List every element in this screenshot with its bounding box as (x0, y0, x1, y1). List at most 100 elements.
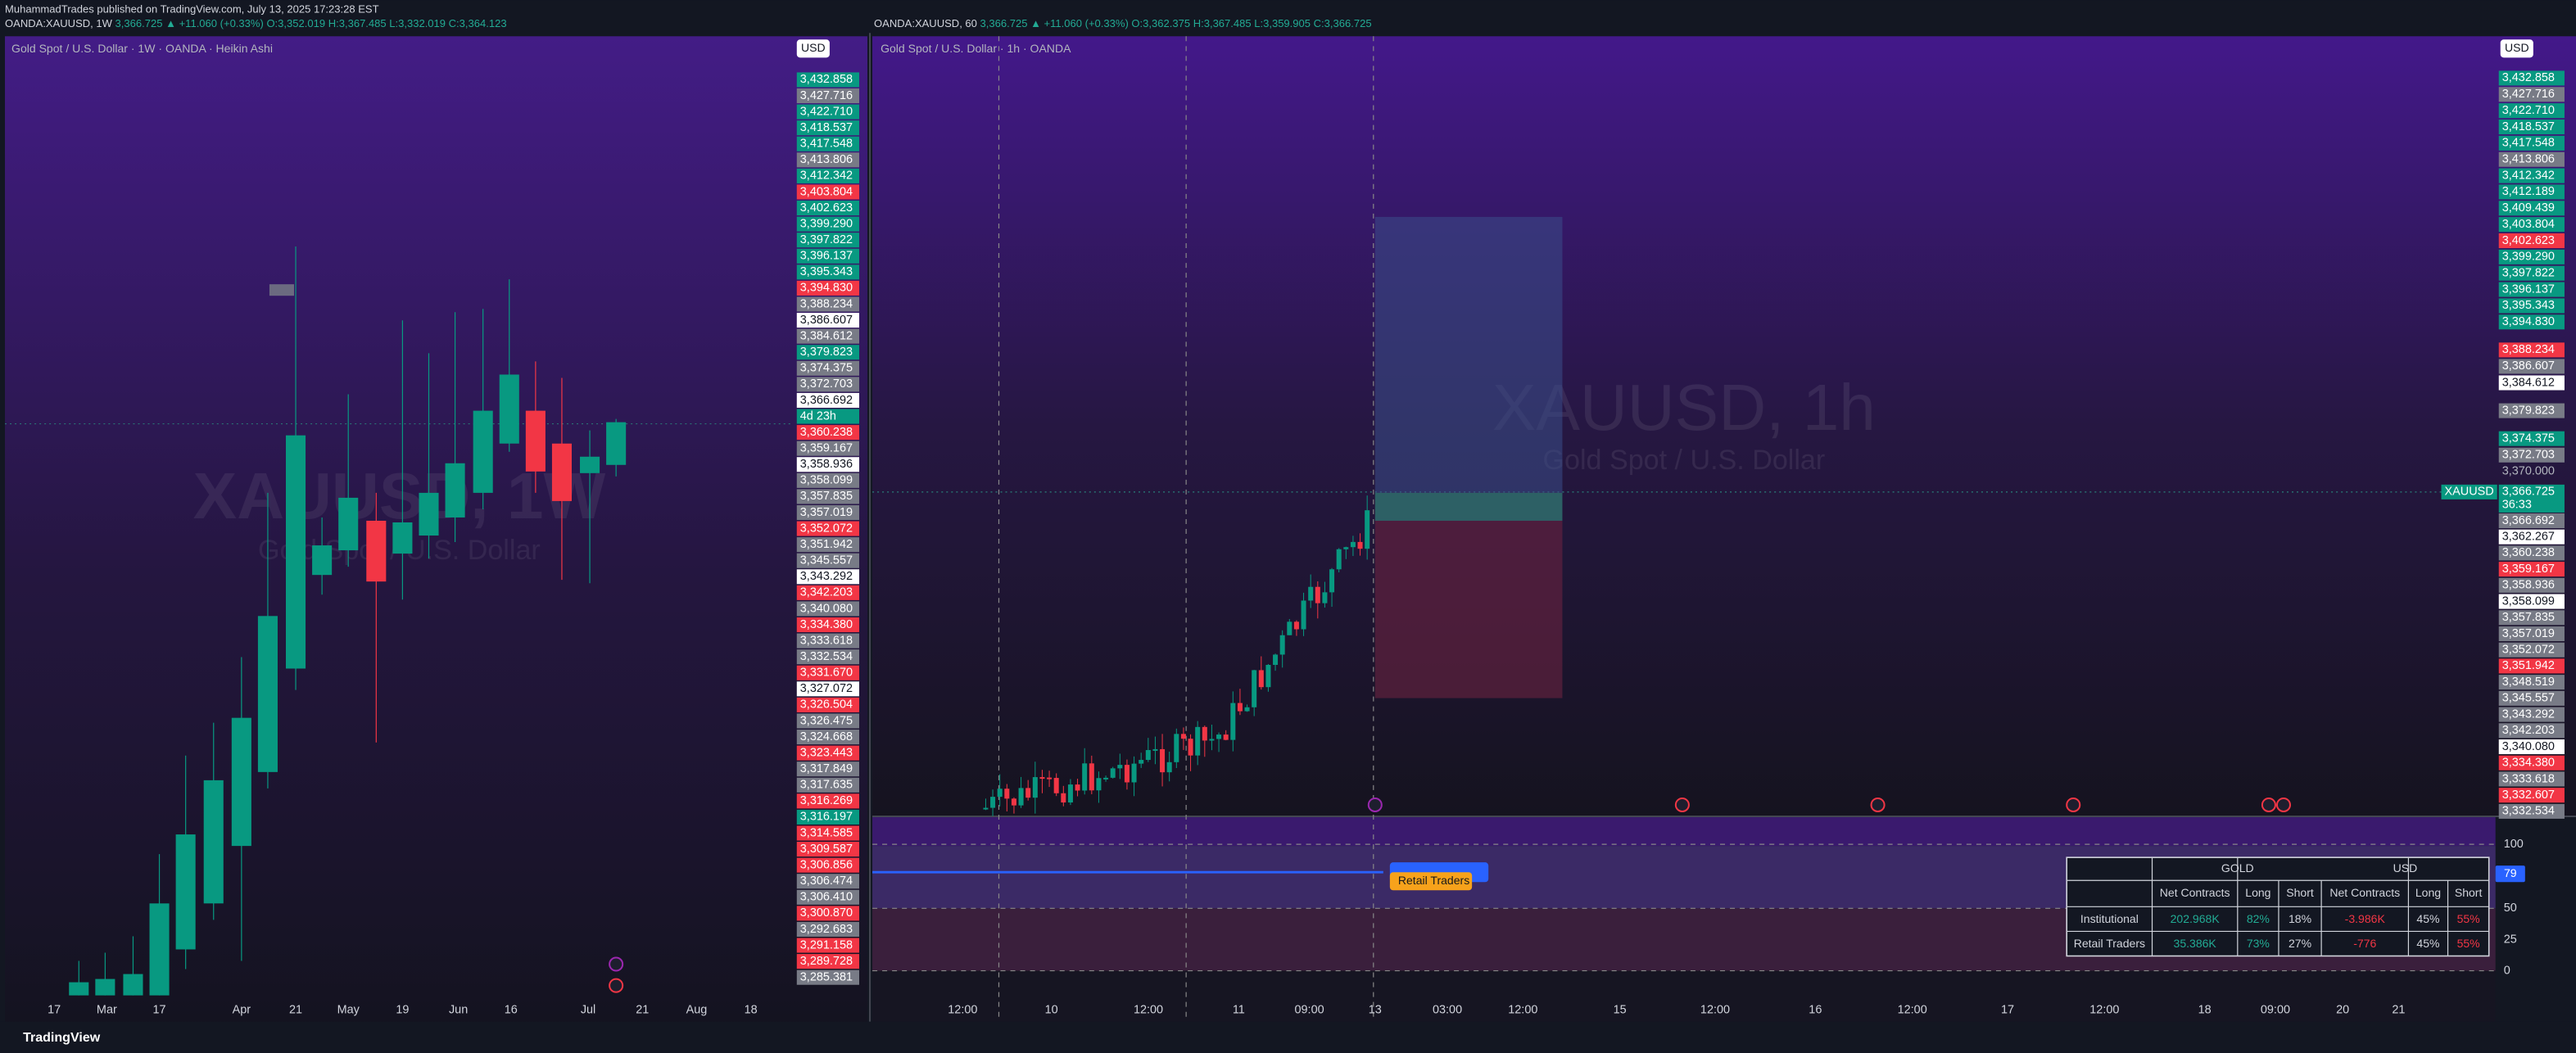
price-label-bg (2498, 168, 2565, 183)
candle (1244, 707, 1250, 712)
legend-item: 3,366.725 (115, 18, 163, 30)
table-cell: 18% (2289, 912, 2311, 925)
price-label: 3,357.835 (800, 490, 853, 503)
time-label: Aug (686, 1004, 708, 1017)
price-label: 3,342.203 (800, 586, 853, 599)
price-label: 3,333.618 (800, 634, 853, 647)
hourly-candles (983, 495, 1370, 816)
candle (1265, 665, 1271, 688)
candle (445, 463, 465, 517)
time-label: 12:00 (2089, 1004, 2119, 1017)
oscillator-bottom (872, 970, 2496, 1022)
table-cell: Long (2415, 886, 2441, 899)
price-label-bg (796, 954, 860, 969)
candle (1336, 549, 1342, 570)
candle (1139, 760, 1144, 764)
price-label-bg (796, 617, 860, 633)
candle (1166, 762, 1172, 773)
time-label: 09:00 (2261, 1004, 2290, 1017)
price-label-bg (796, 633, 860, 649)
candle (1053, 778, 1059, 793)
time-label: 13 (1369, 1004, 1382, 1017)
legend-item: OANDA:XAUUSD, 60 (874, 18, 977, 30)
osc-axis-label: 50 (2504, 902, 2517, 915)
event-icon (2066, 797, 2081, 812)
price-label-bg (796, 777, 860, 793)
price-label-bg (2498, 675, 2565, 690)
table-cell: Short (2455, 886, 2483, 899)
price-label: 3,403.804 (800, 185, 853, 198)
price-label: 3,332.534 (800, 650, 853, 663)
price-label-bg (2498, 151, 2565, 167)
price-label: 3,418.537 (800, 121, 853, 134)
legend-item: H:3,367.485 (1193, 18, 1252, 30)
table-cell: -776 (2353, 937, 2376, 950)
price-label: 3,342.203 (2502, 724, 2555, 737)
candle (95, 978, 115, 996)
price-label-bg (796, 921, 860, 937)
time-label: 17 (2001, 1004, 2014, 1017)
price-label: 3,396.137 (2502, 282, 2555, 296)
brand: TradingView (23, 1030, 101, 1045)
candle (1357, 541, 1363, 549)
price-label: 3,366.692 (800, 394, 853, 407)
price-label-bg (2498, 375, 2565, 391)
price-label-bg (2498, 184, 2565, 200)
legend-item: L:3,359.905 (1254, 18, 1311, 30)
price-label-bg (796, 264, 860, 280)
price-label: 3,316.197 (800, 811, 853, 824)
price-label-bg (2498, 658, 2565, 674)
price-label-bg (796, 472, 860, 488)
time-label: 19 (396, 1004, 409, 1017)
publisher: MuhammadTrades published on TradingView.… (5, 3, 379, 16)
grid (872, 36, 2496, 1022)
last-price-bg (2441, 484, 2497, 499)
price-label-bg (2498, 201, 2565, 216)
price-label-bg (2498, 642, 2565, 658)
price-label: 3,397.822 (800, 233, 853, 246)
price-label-bg (2498, 342, 2565, 358)
candle (203, 780, 224, 904)
price-label: 3,326.504 (800, 698, 853, 712)
candle (1025, 788, 1031, 798)
price-label-bg (2498, 249, 2565, 264)
price-label-bg (796, 409, 860, 424)
price-label-bg (796, 168, 860, 183)
price-label: 3,402.623 (800, 201, 853, 215)
candle (392, 522, 413, 554)
price-label-bg (796, 152, 860, 168)
price-label-bg (796, 88, 860, 104)
candle (1188, 739, 1193, 756)
osc-value: 79 (2504, 866, 2517, 879)
event-icon (1674, 797, 1690, 812)
table-cell: Net Contracts (2329, 886, 2400, 899)
time-label: 12:00 (1700, 1004, 1730, 1017)
candle (525, 410, 546, 472)
price-label: 3,417.548 (2502, 137, 2555, 150)
osc-value-bg (2495, 865, 2525, 883)
event-icon (1870, 797, 1886, 812)
price-label: 3,300.870 (800, 906, 853, 920)
candle (257, 616, 278, 772)
currency-bg (2500, 39, 2533, 58)
time-label: 16 (505, 1004, 518, 1017)
price-label: 3,379.823 (800, 346, 853, 359)
position-target (1374, 216, 1563, 493)
price-label: 3,359.167 (2502, 563, 2555, 576)
candle (1273, 654, 1279, 666)
time-label: 17 (153, 1004, 166, 1017)
price-label: 3,372.703 (800, 377, 853, 391)
price-label: 3,358.099 (800, 474, 853, 487)
candle (1047, 777, 1053, 780)
price-label-bg (2498, 298, 2565, 314)
price-label-bg (796, 184, 860, 200)
price-label: 3,289.728 (800, 955, 853, 968)
table-cell: USD (2393, 861, 2418, 874)
time-label: 12:00 (1134, 1004, 1163, 1017)
price-label: 3,422.710 (800, 105, 853, 118)
event-icon (2261, 797, 2276, 812)
price-label-bg (2498, 788, 2565, 803)
candle (606, 422, 627, 465)
time-label: 20 (2336, 1004, 2349, 1017)
